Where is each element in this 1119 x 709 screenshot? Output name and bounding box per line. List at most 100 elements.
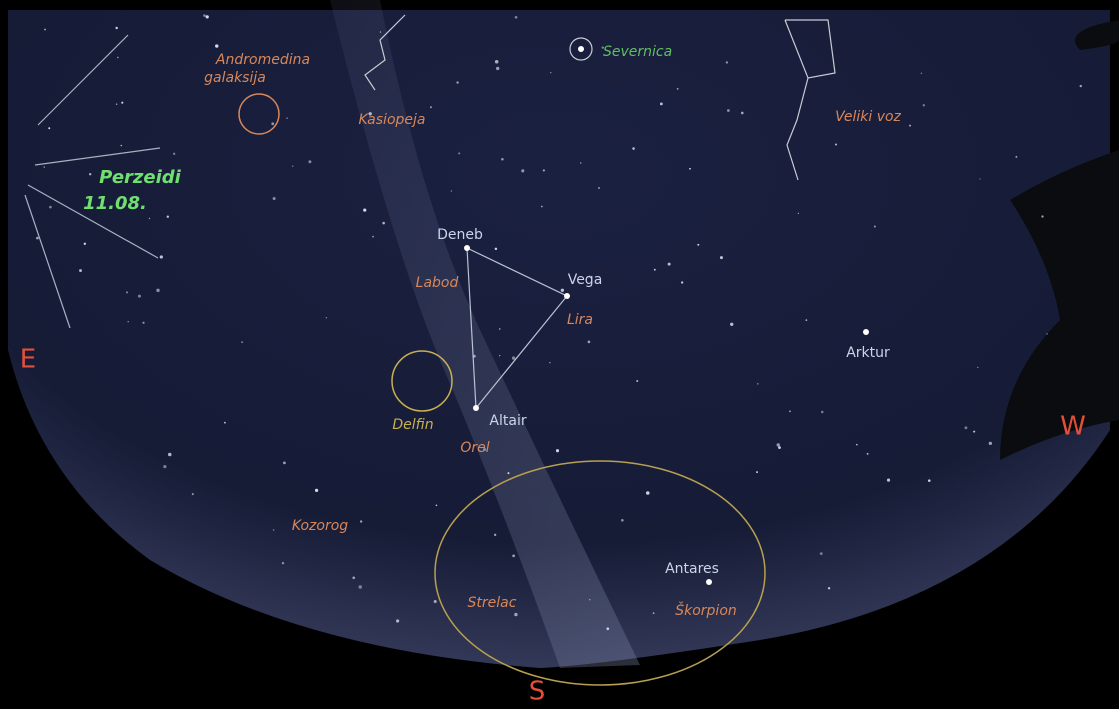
star-dot xyxy=(507,472,509,474)
star-dot xyxy=(396,619,399,622)
star-dot xyxy=(360,520,362,522)
star-dot xyxy=(380,31,381,32)
star-dot xyxy=(697,244,699,246)
star-dot xyxy=(495,248,497,250)
star-dot xyxy=(727,109,730,112)
star-dot xyxy=(173,153,175,155)
star-dot xyxy=(589,599,590,600)
constellation-label: Orel xyxy=(460,440,489,456)
star-label: Deneb xyxy=(437,227,483,243)
named-star xyxy=(706,579,712,585)
star-dot xyxy=(359,585,362,588)
star-dot xyxy=(654,269,656,271)
constellation-label: Strelac xyxy=(468,595,517,611)
star-dot xyxy=(49,206,52,209)
star-dot xyxy=(292,165,293,166)
star-dot xyxy=(156,289,159,292)
star-dot xyxy=(835,143,837,145)
star-dot xyxy=(1046,333,1047,334)
star-dot xyxy=(598,187,600,189)
star-dot xyxy=(326,317,327,318)
star-label: Arktur xyxy=(846,345,890,361)
star-dot xyxy=(1041,215,1043,217)
star-dot xyxy=(458,152,460,154)
star-dot xyxy=(977,367,978,368)
star-dot xyxy=(271,122,274,125)
star-dot xyxy=(163,465,166,468)
star-dot xyxy=(521,169,524,172)
named-star xyxy=(473,405,479,411)
star-dot xyxy=(867,453,869,455)
star-dot xyxy=(352,576,355,579)
star-dot xyxy=(215,44,218,47)
star-dot xyxy=(515,16,518,19)
constellation-label: Delfin xyxy=(392,417,433,433)
meteor-name: Perzeidi xyxy=(99,167,182,188)
star-dot xyxy=(541,206,543,208)
star-dot xyxy=(805,319,807,321)
star-dot xyxy=(632,147,635,150)
star-dot xyxy=(434,600,437,603)
star-dot xyxy=(677,88,679,90)
star-dot xyxy=(874,225,876,227)
constellation-label: Labod xyxy=(416,275,459,291)
star-dot xyxy=(286,117,288,119)
star-dot xyxy=(149,218,150,219)
star-dot xyxy=(84,243,86,245)
star-dot xyxy=(512,555,515,558)
star-dot xyxy=(128,321,129,322)
star-dot xyxy=(606,627,609,630)
star-label: Altair xyxy=(489,413,526,429)
star-dot xyxy=(550,72,551,73)
star-dot xyxy=(451,190,452,191)
star-dot xyxy=(580,162,581,163)
star-dot xyxy=(501,158,504,161)
constellation-label: Veliki voz xyxy=(835,109,901,125)
star-dot xyxy=(363,208,366,211)
star-dot xyxy=(668,263,671,266)
star-dot xyxy=(720,256,723,259)
star-dot xyxy=(588,341,591,344)
star-dot xyxy=(660,102,663,105)
star-dot xyxy=(964,426,967,429)
star-dot xyxy=(121,145,123,147)
named-star xyxy=(564,293,570,299)
star-dot xyxy=(116,103,118,105)
star-dot xyxy=(921,72,923,74)
constellation-label: Škorpion xyxy=(675,601,737,619)
compass-west: W xyxy=(1060,412,1086,442)
named-star xyxy=(578,46,584,52)
named-star xyxy=(863,329,869,335)
star-dot xyxy=(496,67,499,70)
star-dot xyxy=(382,222,385,225)
star-dot xyxy=(36,237,39,240)
sky-map: Perzeidi 11.08. Andromedina galaksija E … xyxy=(0,0,1119,709)
star-dot xyxy=(206,15,209,18)
star-dot xyxy=(1080,85,1082,87)
star-dot xyxy=(973,431,975,433)
star-dot xyxy=(79,269,82,272)
star-dot xyxy=(646,491,650,495)
star-dot xyxy=(499,355,500,356)
star-dot xyxy=(436,504,438,506)
star-dot xyxy=(820,552,823,555)
star-dot xyxy=(168,453,172,457)
compass-south: S xyxy=(529,677,546,707)
star-dot xyxy=(856,444,858,446)
constellation-label: Kozorog xyxy=(292,518,348,534)
star-dot xyxy=(1015,156,1017,158)
star-dot xyxy=(192,493,194,495)
star-dot xyxy=(44,166,45,167)
star-dot xyxy=(160,255,163,258)
star-dot xyxy=(512,356,515,359)
star-dot xyxy=(798,213,799,214)
star-dot xyxy=(556,449,559,452)
star-dot xyxy=(979,178,980,179)
star-dot xyxy=(138,295,141,298)
star-dot xyxy=(653,612,655,614)
meteor-date: 11.08. xyxy=(83,193,147,214)
star-dot xyxy=(909,125,911,127)
star-label: Severnica xyxy=(603,44,672,60)
star-dot xyxy=(789,410,791,412)
star-dot xyxy=(121,102,123,104)
